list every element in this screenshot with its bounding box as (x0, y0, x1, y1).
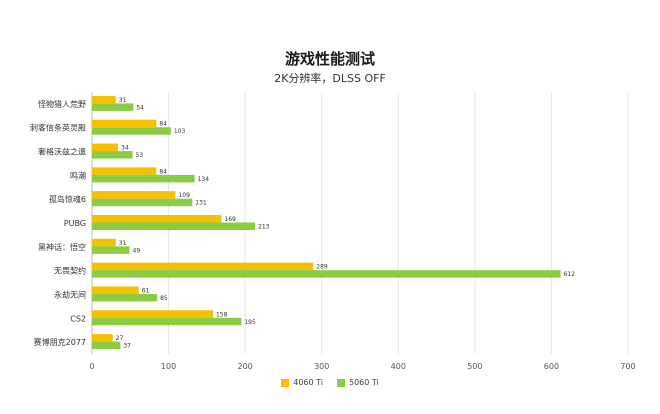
category-label: 黑神话：悟空 (38, 242, 86, 252)
category-label: 怪物猎人荒野 (38, 99, 86, 109)
x-tick-label: 300 (314, 362, 329, 371)
bar-5060ti (92, 270, 561, 278)
bar-4060ti (92, 95, 116, 104)
data-label: 61 (142, 287, 150, 294)
category-label: 无畏契约 (54, 266, 86, 276)
category-label: 鸣潮 (70, 170, 86, 180)
chart-title: 游戏性能测试 (284, 50, 375, 68)
bar-5060ti (92, 222, 256, 230)
data-label: 27 (116, 335, 124, 342)
bar-4060ti (92, 167, 157, 175)
category-label: CS2 (70, 314, 86, 323)
bar-5060ti (92, 198, 193, 207)
bar-4060ti (92, 238, 116, 247)
data-label: 195 (244, 319, 256, 326)
data-label: 131 (195, 200, 207, 207)
bar-5060ti (92, 174, 195, 183)
bar-4060ti (92, 286, 139, 294)
data-label: 289 (316, 264, 328, 271)
legend-label-4060ti: 4060 Ti (293, 378, 323, 387)
data-label: 158 (216, 311, 228, 318)
chart-legend: 4060 Ti 5060 Ti (0, 378, 660, 387)
data-label: 109 (178, 192, 190, 199)
data-label: 54 (136, 104, 144, 111)
legend-item-5060ti: 5060 Ti (337, 378, 379, 387)
bar-5060ti (92, 317, 242, 326)
category-label: 赛博朋克2077 (34, 337, 86, 347)
data-label: 31 (119, 240, 127, 247)
data-label: 213 (258, 224, 270, 231)
bar-4060ti (92, 262, 314, 271)
chart-subtitle: 2K分辨率，DLSS OFF (274, 72, 386, 85)
bar-5060ti (92, 151, 133, 159)
bar-4060ti (92, 334, 113, 342)
data-label: 84 (159, 121, 167, 128)
x-tick-label: 500 (467, 362, 482, 371)
data-label: 31 (119, 97, 127, 104)
x-tick-label: 200 (238, 362, 253, 371)
category-label: 孤岛惊魂6 (49, 194, 86, 204)
data-label: 612 (564, 271, 576, 278)
legend-label-5060ti: 5060 Ti (349, 378, 379, 387)
data-label: 34 (121, 145, 129, 152)
data-label: 49 (133, 247, 141, 254)
data-label: 85 (160, 295, 168, 302)
bar-5060ti (92, 341, 121, 350)
category-label: 奢格沃兹之遗 (38, 147, 86, 157)
bar-5060ti (92, 246, 130, 254)
data-label: 134 (198, 176, 210, 183)
bar-5060ti (92, 103, 134, 111)
bar-4060ti (92, 119, 157, 128)
category-label: 永劫无间 (54, 289, 86, 299)
data-label: 37 (123, 343, 131, 350)
legend-item-4060ti: 4060 Ti (281, 378, 323, 387)
x-tick-label: 700 (620, 362, 635, 371)
bar-5060ti (92, 127, 171, 135)
data-label: 169 (224, 216, 236, 223)
bar-5060ti (92, 293, 158, 302)
legend-swatch-4060ti (281, 378, 290, 387)
bar-4060ti (92, 143, 119, 152)
data-label: 53 (136, 152, 144, 159)
data-label: 84 (159, 168, 167, 175)
x-tick-label: 400 (391, 362, 406, 371)
data-label: 103 (174, 128, 186, 135)
legend-swatch-5060ti (337, 378, 345, 387)
category-label: 刺客信条英灵殿 (30, 123, 86, 133)
bar-4060ti (92, 215, 222, 223)
x-tick-label: 100 (161, 362, 176, 371)
category-label: PUBG (64, 219, 86, 228)
bar-4060ti (92, 310, 213, 318)
x-tick-label: 0 (89, 362, 94, 371)
bar-4060ti (92, 191, 176, 199)
x-tick-label: 600 (544, 362, 559, 371)
